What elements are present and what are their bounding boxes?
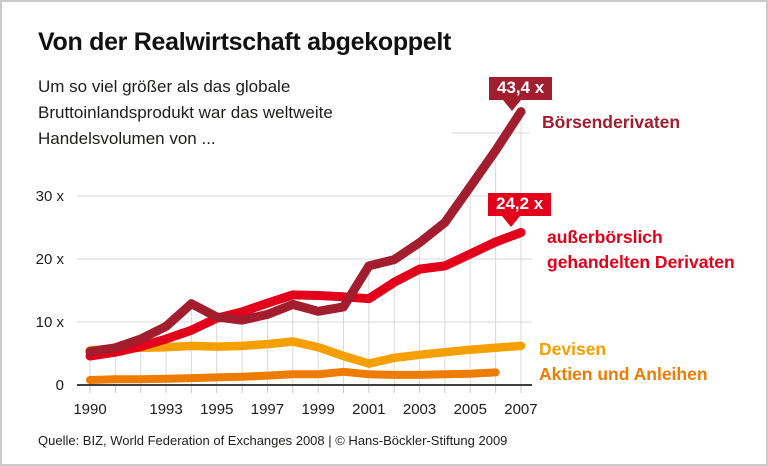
x-axis-tick-label: 2003 <box>403 401 436 418</box>
x-axis-tick-label: 1995 <box>200 401 233 418</box>
y-axis-tick-label: 10 x <box>36 314 65 331</box>
series-line-1 <box>85 107 526 357</box>
series-label-aktien-anleihen: Aktien und Anleihen <box>539 364 708 384</box>
x-axis-tick-label: 1997 <box>251 401 284 418</box>
x-axis-tick-label: 2007 <box>504 401 537 418</box>
y-axis-tick-label: 30 x <box>36 188 65 205</box>
series-line-3 <box>85 337 526 368</box>
x-axis-tick-label: 1999 <box>301 401 334 418</box>
series-label-boersenderivaten: Börsenderivaten <box>542 112 681 132</box>
chart-subtitle: Um so viel größer als das globale Brutto… <box>38 74 438 152</box>
page-title: Von der Realwirtschaft abgekoppelt <box>38 28 452 56</box>
series-label-devisen: Devisen <box>539 339 607 359</box>
x-axis-tick-label: 2001 <box>352 401 385 418</box>
x-axis-tick-label: 2005 <box>454 401 487 418</box>
series-label-otc-derivate: außerbörslich gehandelten Derivaten <box>547 225 735 275</box>
value-badge-boersenderivaten: 43,4 x <box>489 77 553 111</box>
series-line-4 <box>86 367 500 384</box>
subtitle-line: Um so viel größer als das globale <box>38 77 291 96</box>
x-axis-tick-label: 1993 <box>149 401 182 418</box>
series-line-2 <box>85 228 526 361</box>
series-label-line: außerbörslich <box>547 227 663 247</box>
y-axis-tick-label: 20 x <box>36 251 65 268</box>
value-badge-otc-derivate: 24,2 x <box>488 193 552 227</box>
series-label-line: gehandelten Derivaten <box>547 252 735 272</box>
subtitle-line: Handelsvolumen von ... <box>38 129 216 148</box>
x-axis-tick-label: 1990 <box>73 401 106 418</box>
subtitle-line: Bruttoinlandsprodukt war das weltweite <box>38 103 333 122</box>
y-axis-tick-label: 0 <box>56 377 64 394</box>
source-credit: Quelle: BIZ, World Federation of Exchang… <box>38 433 508 448</box>
